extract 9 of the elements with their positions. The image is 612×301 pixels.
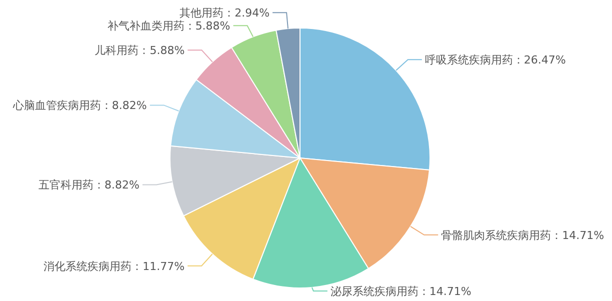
- slice-label: 泌尿系统疾病用药：14.71%: [330, 285, 472, 298]
- slice-label: 消化系统疾病用药：11.77%: [44, 260, 185, 273]
- slice-label: 心脑血管疾病用药：8.82%: [12, 99, 147, 112]
- slice-label: 五官科用药：8.82%: [38, 178, 140, 192]
- slice-label: 呼吸系统疾病用药：26.47%: [424, 54, 566, 67]
- slice-label: 其他用药：2.94%: [180, 6, 270, 20]
- slice-label: 补气补血类用药：5.88%: [107, 20, 230, 33]
- slice-label: 儿科用药：5.88%: [94, 44, 185, 58]
- slice-label: 骨骼肌肉系统疾病用药：14.71%: [441, 228, 604, 242]
